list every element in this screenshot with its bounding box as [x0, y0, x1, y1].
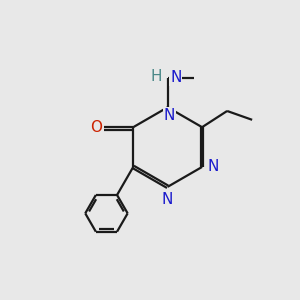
Text: N: N: [162, 192, 173, 207]
Text: H: H: [151, 69, 162, 84]
Text: O: O: [90, 120, 102, 135]
Text: N: N: [170, 70, 182, 86]
Text: N: N: [164, 108, 175, 123]
Text: N: N: [207, 159, 219, 174]
